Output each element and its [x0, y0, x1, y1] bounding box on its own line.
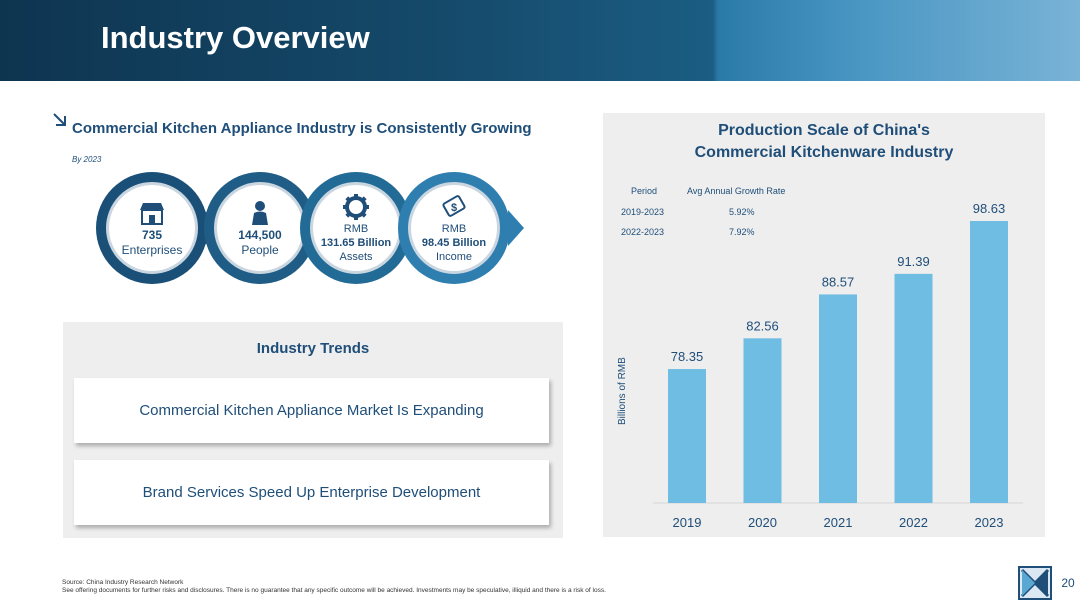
gear-icon [343, 194, 369, 220]
page-number: 20 [1056, 566, 1080, 600]
stat-label: People [241, 243, 279, 257]
growth-table-period: 2022-2023 [621, 227, 665, 237]
bar-2021 [819, 294, 857, 503]
bar-2020 [743, 338, 782, 503]
chart-title-line1: Production Scale of China's [718, 122, 930, 139]
x-tick-label-2022: 2022 [899, 515, 928, 530]
bar-2019 [668, 369, 706, 503]
stat-label: Enterprises [121, 243, 183, 257]
stat-label: Assets [339, 251, 373, 263]
trends-title: Industry Trends [256, 340, 370, 357]
company-logo [1018, 566, 1052, 600]
data-label-2023: 98.63 [973, 201, 1006, 216]
stat-currency: RMB [343, 223, 369, 235]
footer-disclaimer: See offering documents for further risks… [62, 587, 606, 594]
stat-income: $ RMB 98.45 Billion Income [398, 172, 510, 284]
stat-value: 98.45 Billion [421, 237, 487, 249]
footer: Source: China Industry Research Network … [62, 579, 606, 595]
bar-chart: 78.35 2019 82.56 2020 88.57 2021 91.39 2022 98.6… [653, 201, 1023, 530]
stat-people: 144,500 People [204, 172, 316, 284]
data-label-2022: 91.39 [897, 254, 930, 269]
stat-value: 144,500 [238, 228, 282, 242]
header-banner: Industry Overview [0, 0, 1080, 81]
growth-table-rate: 7.92% [729, 227, 755, 237]
stat-value: 735 [141, 228, 163, 242]
chart-title-line2: Commercial Kitchenware Industry [694, 144, 954, 161]
bar-2023 [970, 221, 1008, 503]
growth-table-rate: 5.92% [729, 207, 755, 217]
industry-trends-panel: Industry Trends Commercial Kitchen Appli… [63, 322, 563, 538]
arrow-down-right-icon [53, 113, 66, 126]
x-tick-label-2019: 2019 [673, 515, 702, 530]
person-icon [252, 201, 268, 225]
growth-table-header: Period [631, 186, 658, 196]
stat-currency: RMB [441, 223, 467, 235]
page-title: Industry Overview [101, 20, 370, 55]
by-year-note: By 2023 [72, 155, 102, 164]
growth-headline: Commercial Kitchen Appliance Industry is… [72, 120, 532, 137]
trend-card: Commercial Kitchen Appliance Market Is E… [74, 378, 549, 443]
growth-table-period: 2019-2023 [621, 207, 665, 217]
stat-assets: RMB 131.65 Billion Assets [300, 172, 412, 284]
store-icon [140, 203, 164, 225]
data-label-2021: 88.57 [822, 274, 855, 289]
x-tick-label-2021: 2021 [824, 515, 853, 530]
data-label-2019: 78.35 [671, 349, 704, 364]
growth-table-header: Avg Annual Growth Rate [687, 186, 786, 196]
footer-source: Source: China Industry Research Network [62, 579, 184, 586]
data-label-2020: 82.56 [746, 318, 779, 333]
bar-2022 [894, 273, 933, 503]
stat-label: Income [435, 251, 473, 263]
stat-value: 131.65 Billion [320, 237, 392, 249]
stat-enterprises: 735 Enterprises [96, 172, 208, 284]
x-tick-label-2020: 2020 [748, 515, 777, 530]
logo-icon [1020, 568, 1050, 598]
y-axis-label: Billions of RMB [617, 357, 628, 425]
trend-card: Brand Services Speed Up Enterprise Devel… [74, 460, 549, 525]
chart-title: Production Scale of China's Commercial K… [603, 120, 1045, 164]
money-icon: $ [442, 195, 466, 217]
stats-circles: 735 Enterprises 144,500 People [92, 170, 532, 286]
svg-text:$: $ [451, 202, 457, 214]
x-tick-label-2023: 2023 [975, 515, 1004, 530]
